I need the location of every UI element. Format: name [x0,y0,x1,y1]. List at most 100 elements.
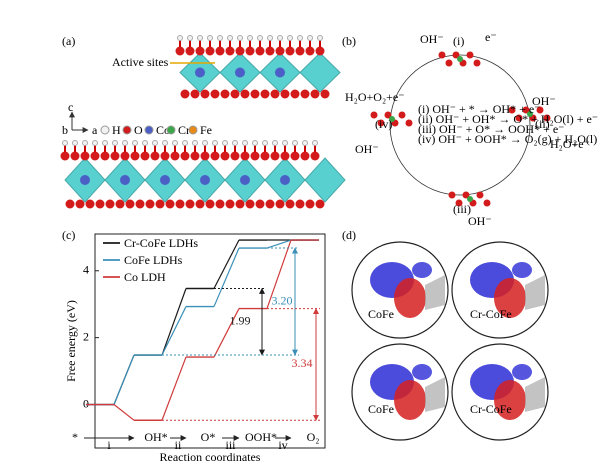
oxygen-atom [205,46,215,56]
panel-d-label: CoFe [368,307,394,321]
axis-label: b [62,123,68,137]
oxygen-atom [285,199,295,209]
oxygen-atom [150,151,160,161]
oxygen-atom [462,191,470,199]
density-lobe [412,364,432,380]
oxygen-atom [370,111,378,119]
oxygen-atom [185,199,195,209]
oxygen-atom [280,151,290,161]
hydrogen-atom [262,140,268,146]
y-tick-label: 2 [83,329,89,343]
panel-d-label: Cr-CoFe [470,402,512,416]
reaction: (ii) OH⁻ + OH* → O* + H₂O(l) + e⁻ [418,112,598,126]
hydrogen-atom [307,35,313,41]
oxygen-atom [85,199,95,209]
oxygen-atom [315,46,325,56]
oxygen-atom [473,59,481,67]
oxygen-atom [295,46,305,56]
connector [161,356,187,421]
hydrogen-atom [222,140,228,146]
step-label: (ii) [535,117,550,131]
oxygen-atom [190,89,200,99]
hydrogen-atom [232,140,238,146]
axis-label: c [68,100,73,114]
connector [266,239,292,309]
hydrogen-atom [187,35,193,41]
oxygen-atom [215,46,225,56]
oxygen-atom [225,199,235,209]
oxygen-atom [300,151,310,161]
gap-label: 1.99 [230,314,251,328]
oxygen-atom [240,89,250,99]
panel-d-label: CoFe [368,402,394,416]
hydrogen-atom [207,35,213,41]
oxygen-atom [452,51,460,59]
species-label: H₂O+e⁻ [550,137,590,151]
legend-swatch [166,125,176,135]
oxygen-atom [105,199,115,209]
hydrogen-atom [217,35,223,41]
metal-atom [200,175,210,185]
connector [266,239,292,249]
oxygen-atom [405,119,413,127]
species-label: OH⁻ [420,32,444,46]
oxygen-atom [384,111,392,119]
oxygen-atom [165,199,175,209]
oxygen-atom [438,51,446,59]
oxygen-atom [175,199,185,209]
species-label: e⁻ [485,30,497,44]
oxygen-atom [543,114,551,122]
oxygen-atom [255,46,265,56]
oxygen-atom [230,151,240,161]
oxygen-atom [175,46,185,56]
hydrogen-atom [302,140,308,146]
hydrogen-atom [152,140,158,146]
oxygen-atom [455,199,463,207]
cycle [389,54,531,196]
octahedron [299,52,341,93]
legend-label: O [134,123,143,137]
metal-atom [527,111,533,117]
oxygen-atom [110,151,120,161]
hydrogen-atom [197,35,203,41]
oxygen-atom [140,151,150,161]
oxygen-atom [230,89,240,99]
step-label: (iv) [375,117,392,131]
density-lobe [394,380,426,420]
hydrogen-atom [177,35,183,41]
oxygen-atom [275,199,285,209]
oxygen-atom [115,199,125,209]
oxygen-atom [466,51,474,59]
oxygen-atom [210,89,220,99]
panel-label: (b) [342,34,356,48]
oxygen-atom [200,151,210,161]
legend-label: Cr-CoFe LDHs [124,236,198,250]
oxygen-atom [255,199,265,209]
connector [113,404,135,421]
oxygen-atom [265,199,275,209]
hydrogen-atom [312,140,318,146]
oxygen-atom [235,46,245,56]
oxygen-atom [145,199,155,209]
oxygen-atom [508,106,516,114]
metal-atom [275,67,285,78]
oxygen-atom [515,114,523,122]
oxygen-atom [285,46,295,56]
oxygen-atom [265,46,275,56]
gap-label: 3.20 [272,293,293,307]
oxygen-atom [290,89,300,99]
metal-atom [235,67,245,78]
legend-label: CoFe LDHs [124,253,183,267]
slab [525,275,545,310]
panel-label: (d) [342,228,356,242]
reaction: (iii) OH⁻ + O* → OOH* + e⁻ [418,122,565,136]
oxygen-atom [80,151,90,161]
oxygen-atom [180,151,190,161]
density-lobe [394,278,426,318]
oxygen-atom [445,59,453,67]
oxygen-atom [70,151,80,161]
oxygen-atom [305,199,315,209]
oxygen-atom [315,199,325,209]
oxygen-atom [100,151,110,161]
oxygen-atom [225,46,235,56]
